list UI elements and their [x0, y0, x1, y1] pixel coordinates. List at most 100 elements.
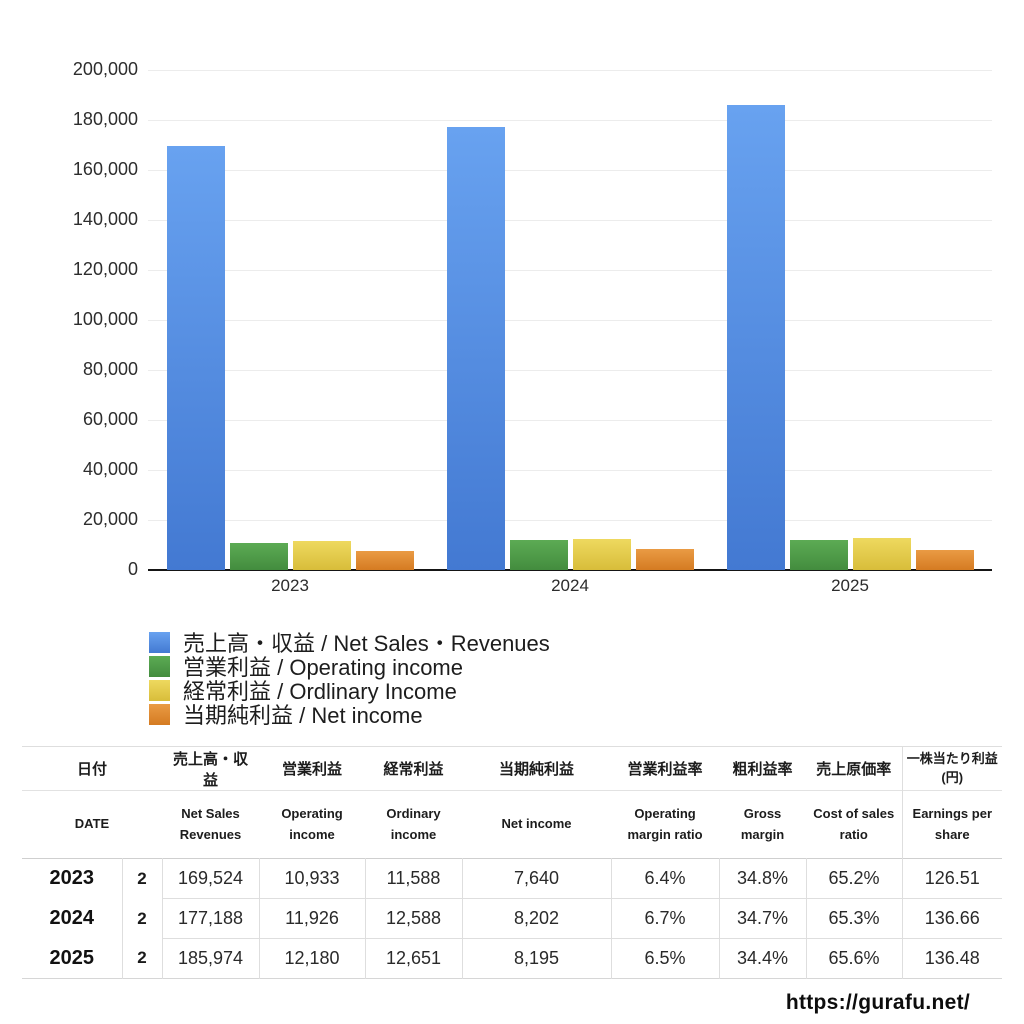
column-header-en: Gross margin — [740, 806, 785, 842]
table-header-row-english: DATE Net Sales Revenues Operating income O… — [22, 790, 1003, 859]
bar-net-sales-revenues-2023 — [167, 146, 225, 570]
y-gridline — [148, 470, 992, 471]
cell-value: 177,188 — [161, 898, 260, 939]
cell-value: 65.3% — [805, 898, 903, 939]
cell-year: 2023 — [49, 867, 95, 890]
column-header-jp: 粗利益率 — [732, 761, 793, 778]
cell-value: 6.4% — [610, 858, 720, 899]
legend-label: 当期純利益 / Net income — [183, 703, 423, 728]
x-axis-category-label: 2025 — [831, 576, 869, 595]
cell-value: 7,640 — [461, 858, 612, 899]
cell-value: 8,202 — [461, 898, 612, 939]
column-header-en: Ordinary income — [386, 806, 441, 842]
cell-value: 126.51 — [901, 858, 1003, 899]
legend-item-net-income: 当期純利益 / Net income — [149, 702, 550, 728]
legend-item-operating-income: 営業利益 / Operating income — [149, 654, 550, 680]
cell-month: 2 — [121, 898, 163, 939]
legend-label: 売上高・収益 / Net Sales・Revenues — [183, 631, 550, 656]
column-header-jp: 営業利益 — [282, 761, 343, 778]
bar-operating-income-2024 — [510, 540, 568, 570]
bar-ordinary-income-2023 — [293, 541, 351, 570]
y-gridline — [148, 320, 992, 321]
site-url: https://gurafu.net/ — [785, 991, 970, 1014]
y-axis-tick-label: 180,000 — [72, 109, 138, 129]
y-axis-tick-label: 40,000 — [82, 459, 138, 479]
y-axis-tick-label: 80,000 — [82, 359, 138, 379]
cell-value: 185,974 — [161, 938, 260, 979]
cell-value: 169,524 — [161, 858, 260, 899]
y-gridline — [148, 120, 992, 121]
y-gridline — [148, 370, 992, 371]
bar-ordinary-income-2025 — [853, 538, 911, 570]
cell-value: 11,588 — [364, 858, 463, 899]
cell-value: 12,588 — [364, 898, 463, 939]
column-header-date-en: DATE — [74, 816, 110, 832]
table-row: 2025 2 185,974 12,180 12,651 8,195 6.5% 34.4% 65… — [22, 938, 1003, 979]
legend-item-net-sales-revenues: 売上高・収益 / Net Sales・Revenues — [149, 630, 550, 656]
bar-net-income-2024 — [636, 549, 694, 570]
bar-operating-income-2023 — [230, 543, 288, 570]
column-header-jp: 当期純利益 — [499, 761, 575, 778]
column-header-jp: 一株当たり利益 (円) — [901, 746, 1003, 791]
table-row: 2024 2 177,188 11,926 12,588 8,202 6.7% 34.7% 65… — [22, 898, 1003, 939]
legend-label: 経常利益 / Ordlinary Income — [183, 679, 457, 704]
bar-ordinary-income-2024 — [573, 539, 631, 570]
y-gridline — [148, 220, 992, 221]
legend-label: 営業利益 / Operating income — [183, 655, 463, 680]
cell-month: 2 — [121, 938, 163, 979]
financial-data-table: 日付 売上高・収益 営業利益 経常利益 当期純利益 営業利益率 粗利益率 売上原価率 一株当た… — [22, 746, 1003, 979]
column-header-en: Operating income — [281, 806, 343, 842]
cell-value: 8,195 — [461, 938, 612, 979]
cell-value: 65.2% — [805, 858, 903, 899]
bar-net-sales-revenues-2024 — [447, 127, 505, 570]
column-header-jp: 売上原価率 — [816, 761, 892, 778]
bar-net-income-2025 — [916, 550, 974, 570]
x-axis-category-label: 2023 — [271, 576, 309, 595]
cell-value: 11,926 — [258, 898, 366, 939]
x-axis-category-label: 2024 — [551, 576, 589, 595]
column-header-en: Operating margin ratio — [627, 806, 703, 842]
cell-year: 2024 — [49, 907, 95, 929]
cell-value: 136.66 — [901, 898, 1003, 939]
cell-value: 12,651 — [364, 938, 463, 979]
y-axis-tick-label: 20,000 — [82, 509, 138, 529]
table-row: 2023 2 169,524 10,933 11,588 7,640 6.4% 34.8% 65… — [22, 858, 1003, 899]
column-header-jp: 売上高・収益 — [173, 750, 249, 789]
column-header-en: Net Sales Revenues — [179, 806, 242, 842]
y-gridline — [148, 70, 992, 71]
legend-swatch-ordinary-income — [149, 679, 170, 701]
bar-operating-income-2025 — [790, 540, 848, 570]
column-header-jp: 営業利益率 — [627, 761, 703, 778]
cell-value: 12,180 — [258, 938, 366, 979]
y-gridline — [148, 270, 992, 271]
y-axis-tick-label: 160,000 — [72, 159, 138, 179]
column-header-date-jp: 日付 — [77, 761, 108, 778]
cell-value: 10,933 — [258, 858, 366, 899]
y-gridline — [148, 170, 992, 171]
legend-swatch-operating-income — [149, 655, 170, 677]
y-axis-tick-label: 60,000 — [82, 409, 138, 429]
cell-value: 34.7% — [718, 898, 807, 939]
cell-value: 34.8% — [718, 858, 807, 899]
column-header-en: Cost of sales ratio — [813, 806, 895, 842]
cell-value: 6.7% — [610, 898, 720, 939]
column-header-en: Net income — [501, 816, 572, 832]
cell-value: 6.5% — [610, 938, 720, 979]
column-header-jp: 経常利益 — [383, 761, 444, 778]
y-axis-tick-label: 200,000 — [72, 59, 138, 79]
y-gridline — [148, 520, 992, 521]
x-axis-line — [148, 569, 992, 571]
y-axis-tick-label: 120,000 — [72, 259, 138, 279]
cell-month: 2 — [121, 858, 163, 899]
cell-year: 2025 — [49, 946, 95, 969]
legend-item-ordinary-income: 経常利益 / Ordlinary Income — [149, 678, 550, 704]
cell-value: 136.48 — [901, 938, 1003, 979]
table-header-row-japanese: 日付 売上高・収益 営業利益 経常利益 当期純利益 営業利益率 粗利益率 売上原価率 一株当た… — [22, 746, 1003, 791]
column-header-en: Earnings per share — [901, 790, 1003, 859]
bar-net-income-2023 — [356, 551, 414, 570]
chart-legend: 売上高・収益 / Net Sales・Revenues 営業利益 / Operat… — [149, 630, 550, 728]
legend-swatch-net-sales-revenues — [149, 631, 170, 653]
y-gridline — [148, 420, 992, 421]
legend-swatch-net-income — [149, 703, 170, 725]
